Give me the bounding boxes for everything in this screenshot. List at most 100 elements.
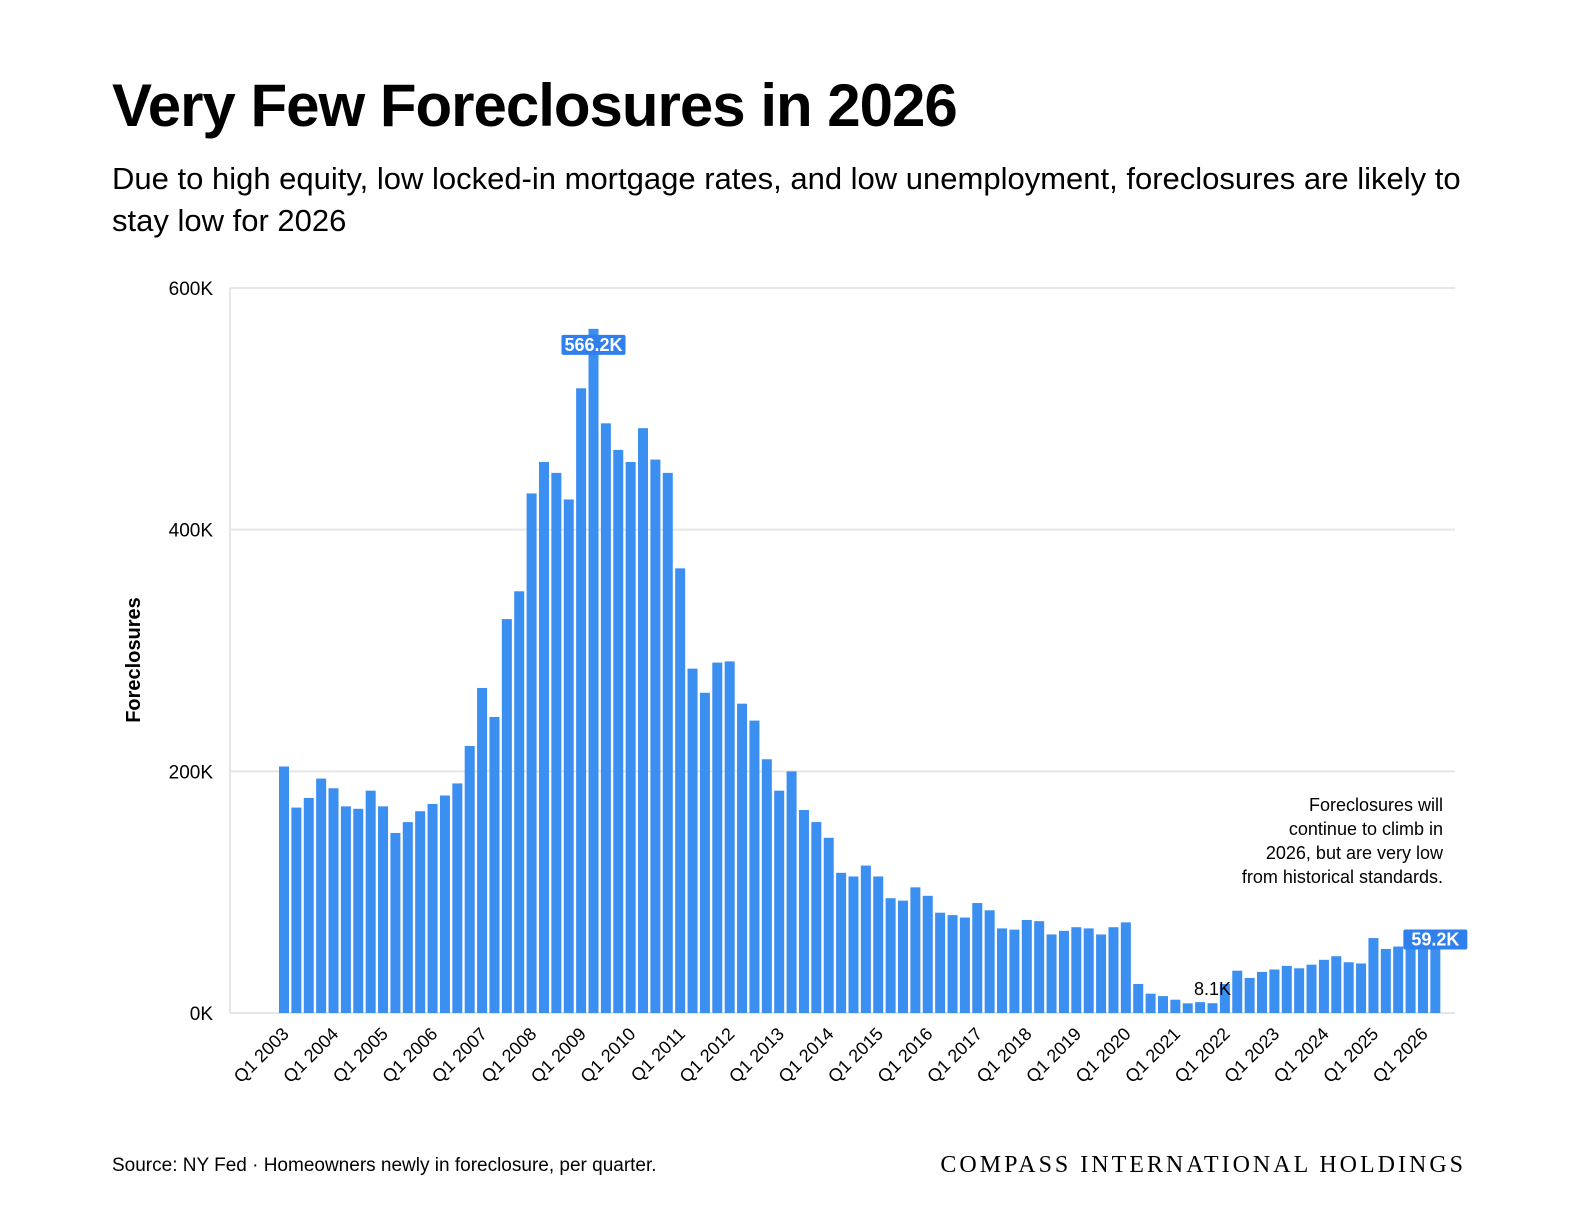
source-note: Source: NY Fed · Homeowners newly in for…	[112, 1155, 657, 1176]
brand-logo: COMPASS INTERNATIONAL HOLDINGS	[940, 1152, 1466, 1178]
bar	[279, 766, 289, 1013]
data-label-box: 59.2K	[1403, 929, 1468, 950]
bar	[514, 591, 525, 1013]
bar	[650, 459, 661, 1013]
y-tick-label: 600K	[169, 279, 214, 300]
chart-subtitle: Due to high equity, low locked-in mortga…	[112, 161, 1461, 238]
bar	[1331, 956, 1342, 1013]
bar	[1257, 971, 1268, 1013]
bar	[1170, 999, 1181, 1013]
y-tick-label: 400K	[169, 521, 214, 542]
data-labels: 566.2K 8.1K 59.2K	[561, 334, 1468, 999]
bar	[1232, 970, 1243, 1013]
bar	[724, 661, 735, 1013]
bar	[823, 837, 834, 1013]
bar	[439, 795, 450, 1013]
bar	[1269, 969, 1280, 1013]
bar	[662, 472, 673, 1013]
y-tick-label: 0K	[190, 1004, 214, 1025]
data-label-box: 566.2K	[561, 334, 626, 355]
bar	[1145, 993, 1156, 1013]
annotation-line: Foreclosures will	[1309, 795, 1443, 815]
bar	[675, 568, 686, 1013]
bar	[452, 783, 463, 1013]
bar	[340, 806, 351, 1013]
bar	[873, 876, 884, 1013]
bar	[477, 687, 488, 1013]
bar	[749, 720, 760, 1013]
bar	[1306, 964, 1317, 1013]
bar	[836, 872, 847, 1013]
x-tick-label: Q1 2010	[576, 1024, 639, 1087]
bar	[1368, 938, 1379, 1013]
bar	[1108, 927, 1119, 1013]
y-axis-label: Foreclosures	[123, 597, 145, 723]
bars	[279, 328, 1441, 1014]
bar	[1021, 919, 1032, 1013]
bar	[997, 928, 1008, 1013]
bar	[1182, 1003, 1193, 1013]
bar	[303, 797, 314, 1013]
annotation-line: from historical standards.	[1242, 867, 1443, 887]
data-label: 566.2K	[564, 335, 622, 355]
bar	[563, 499, 574, 1013]
bar	[291, 807, 302, 1013]
bar	[910, 887, 921, 1013]
bar	[786, 771, 797, 1013]
bar	[1244, 977, 1255, 1013]
bar	[489, 716, 500, 1013]
bar	[959, 917, 970, 1013]
bar	[1207, 1003, 1218, 1013]
bar	[1157, 996, 1168, 1013]
bar	[1219, 984, 1230, 1013]
bar	[1380, 948, 1391, 1013]
bar	[848, 876, 859, 1013]
bar	[972, 903, 983, 1013]
bar	[415, 811, 426, 1013]
bar	[935, 912, 946, 1013]
bar	[1071, 927, 1082, 1013]
annotation: Foreclosures will continue to climb in 202…	[1242, 795, 1444, 887]
bar	[798, 810, 809, 1013]
bar	[427, 803, 438, 1013]
chart-title: Very Few Foreclosures in 2026	[112, 72, 958, 139]
bar	[1009, 929, 1020, 1013]
bar	[1083, 928, 1094, 1013]
y-tick-label: 200K	[169, 762, 214, 783]
bar	[1405, 944, 1416, 1013]
bar	[687, 668, 698, 1013]
bar	[761, 759, 772, 1013]
bar	[402, 822, 413, 1013]
bar	[1120, 922, 1131, 1013]
annotation-line: 2026, but are very low	[1266, 843, 1444, 863]
bar	[378, 806, 389, 1013]
bar	[811, 822, 822, 1013]
bar	[1294, 968, 1305, 1013]
bar	[1096, 934, 1107, 1013]
bar	[551, 472, 562, 1013]
data-label: 8.1K	[1194, 979, 1231, 999]
bar	[538, 462, 549, 1013]
bar	[353, 808, 364, 1013]
bar	[1318, 959, 1329, 1013]
bar	[613, 449, 624, 1014]
bar	[947, 915, 958, 1013]
bar	[365, 790, 376, 1013]
bar	[316, 778, 327, 1013]
bar	[699, 692, 710, 1013]
data-label-bg	[1403, 929, 1468, 950]
bar	[1343, 962, 1354, 1013]
bar	[1356, 963, 1367, 1013]
bar	[390, 832, 401, 1013]
bar	[1393, 946, 1404, 1013]
bar	[1430, 941, 1441, 1013]
bar	[984, 910, 995, 1013]
bar	[576, 388, 587, 1014]
y-axis-ticks: 0K 200K 400K 600K	[169, 279, 214, 1025]
bar	[1195, 1002, 1206, 1013]
bar	[1046, 934, 1057, 1013]
bar	[712, 662, 723, 1013]
bar	[898, 900, 908, 1013]
